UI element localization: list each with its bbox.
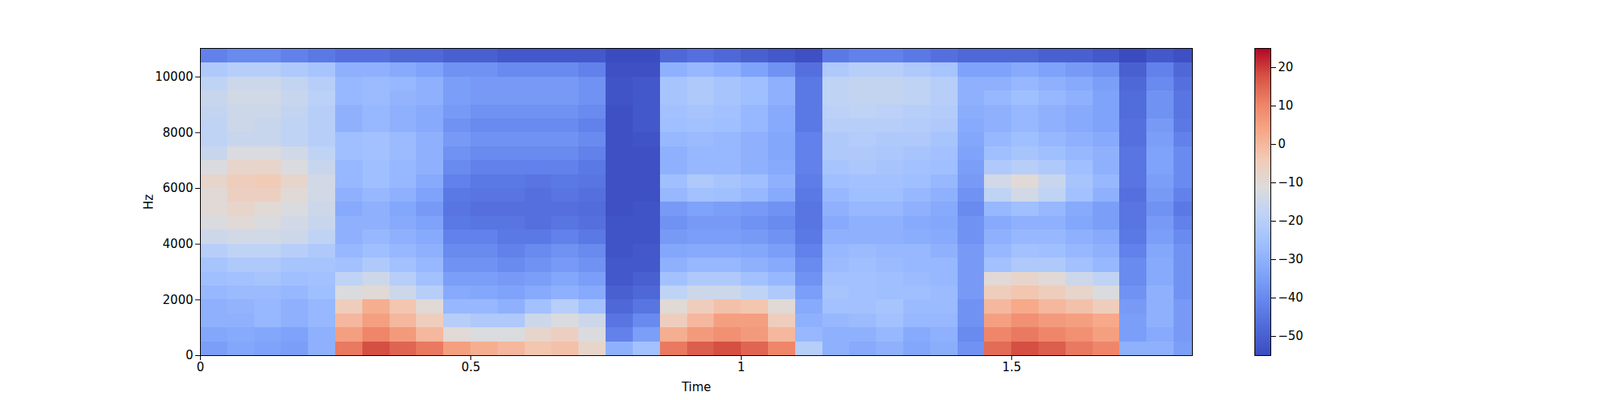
svg-text:−20: −20 — [1278, 213, 1304, 228]
svg-text:20: 20 — [1278, 60, 1294, 75]
svg-text:10000: 10000 — [155, 69, 194, 84]
svg-text:0: 0 — [196, 360, 205, 375]
svg-text:1: 1 — [737, 360, 746, 375]
svg-text:Time: Time — [680, 380, 712, 395]
svg-text:2000: 2000 — [162, 292, 193, 308]
svg-text:0.5: 0.5 — [461, 360, 481, 375]
svg-text:−30: −30 — [1278, 252, 1304, 267]
svg-text:−40: −40 — [1278, 290, 1304, 305]
svg-text:−10: −10 — [1278, 175, 1304, 190]
svg-text:8000: 8000 — [162, 125, 193, 140]
svg-text:Hz: Hz — [141, 194, 156, 210]
svg-text:0: 0 — [1278, 136, 1287, 152]
svg-text:0: 0 — [185, 348, 194, 363]
svg-text:1.5: 1.5 — [1002, 360, 1022, 375]
svg-text:6000: 6000 — [162, 180, 193, 196]
svg-text:10: 10 — [1278, 98, 1294, 113]
svg-text:−50: −50 — [1278, 328, 1304, 344]
svg-text:4000: 4000 — [162, 236, 193, 252]
